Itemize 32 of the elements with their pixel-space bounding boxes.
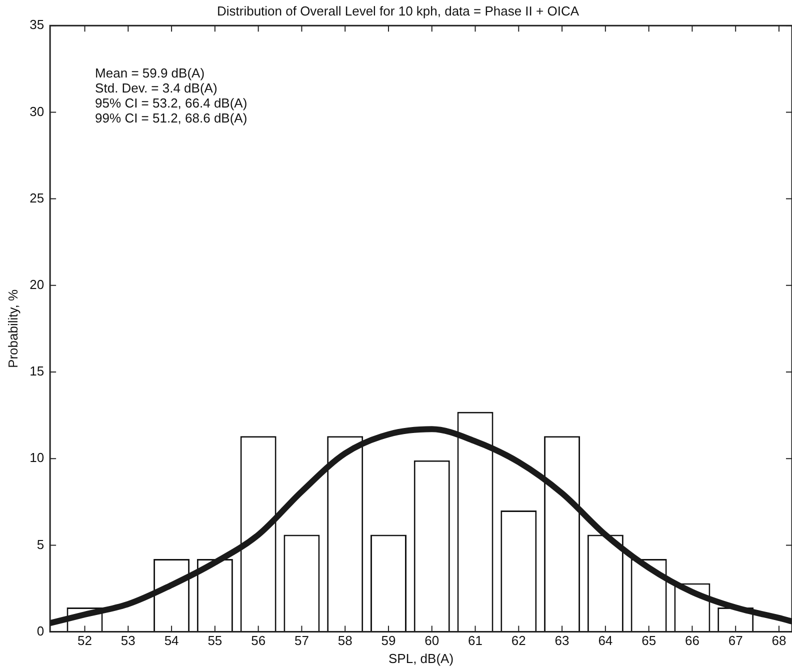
x-tick-label: 52 <box>78 633 92 648</box>
x-tick-label: 55 <box>208 633 222 648</box>
annotation: Mean = 59.9 dB(A) <box>95 66 205 81</box>
y-tick-label: 30 <box>30 104 44 119</box>
x-tick-label: 68 <box>772 633 786 648</box>
y-tick-label: 35 <box>30 17 44 32</box>
x-axis-title: SPL, dB(A) <box>388 650 454 666</box>
y-tick-label: 10 <box>30 450 44 466</box>
x-tick-label: 64 <box>598 633 613 648</box>
y-tick-label: 25 <box>30 190 44 206</box>
y-tick-label: 0 <box>36 623 44 638</box>
x-tick-label: 58 <box>338 633 352 648</box>
chart-title: Distribution of Overall Level for 10 kph, data = Phase II + OICA <box>216 3 580 18</box>
x-tick-label: 65 <box>642 633 656 648</box>
y-tick-label: 15 <box>30 364 44 379</box>
x-tick-label: 56 <box>251 633 266 648</box>
x-tick-label: 59 <box>381 633 396 648</box>
annotation: 95% CI = 53.2, 66.4 dB(A) <box>95 96 248 111</box>
x-tick-label: 62 <box>511 633 526 648</box>
x-tick-label: 63 <box>554 633 570 648</box>
x-tick-label: 67 <box>728 633 743 648</box>
y-tick-label: 20 <box>30 276 44 292</box>
x-tick-label: 53 <box>120 633 136 648</box>
y-tick-label: 5 <box>36 536 44 552</box>
y-axis-title: Probability, % <box>5 289 20 368</box>
x-tick-label: 66 <box>684 633 700 648</box>
annotation: Std. Dev. = 3.4 dB(A) <box>95 80 218 96</box>
x-tick-label: 54 <box>164 633 179 648</box>
x-tick-label: 60 <box>424 633 440 648</box>
annotation: 99% CI = 51.2, 68.6 dB(A) <box>95 110 248 126</box>
x-tick-label: 61 <box>468 633 482 648</box>
x-tick-label: 57 <box>294 633 309 648</box>
